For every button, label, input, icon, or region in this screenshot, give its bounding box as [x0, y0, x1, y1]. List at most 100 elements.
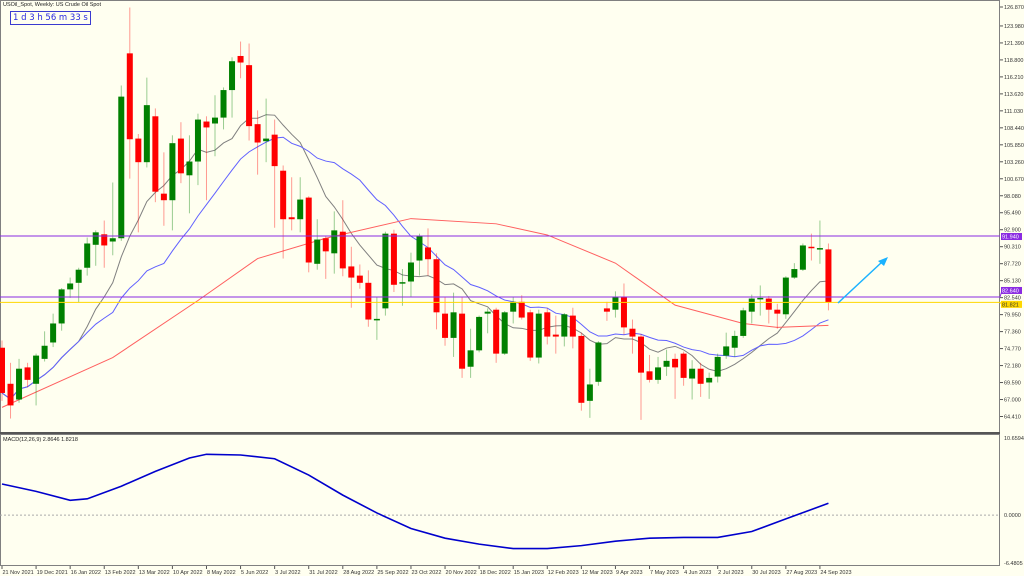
candle-bear: [680, 351, 687, 386]
date-tick-label: 28 Aug 2022: [343, 570, 374, 576]
candle-body: [638, 336, 644, 373]
candle-bear: [629, 319, 636, 354]
candle-body: [407, 262, 414, 282]
candle-bear: [825, 243, 832, 311]
hline-price-label: 91.940: [1002, 235, 1019, 241]
candle-body: [723, 346, 730, 356]
candle-bear: [620, 283, 627, 335]
candle-bull: [143, 77, 150, 168]
candle-body: [595, 342, 602, 382]
candle-body: [501, 312, 508, 354]
candle-body: [544, 312, 551, 337]
trend-arrow[interactable]: [837, 257, 888, 304]
candle-body: [229, 61, 236, 91]
macd-line: [1, 453, 829, 550]
candle-body: [169, 143, 176, 201]
date-tick-label: 7 May 2023: [650, 570, 679, 576]
candle-body: [399, 282, 406, 284]
price-tick-label: 98.080: [1004, 194, 1021, 200]
candle-bear: [126, 7, 133, 179]
date-tick-label: 25 Sep 2022: [377, 570, 408, 576]
price-tick-label: 90.310: [1004, 245, 1021, 251]
price-tick-label: 87.720: [1004, 262, 1021, 268]
price-tick-label: 67.000: [1004, 398, 1021, 404]
candle-body: [297, 199, 304, 220]
candle-bear: [203, 116, 210, 201]
candle-bear: [348, 246, 355, 308]
candle-bear: [24, 362, 31, 388]
candle-bear: [160, 152, 167, 226]
date-tick-label: 21 Nov 2021: [3, 570, 34, 576]
candle-body: [280, 170, 287, 220]
candle-body: [620, 297, 627, 328]
candle-bull: [561, 312, 568, 347]
candle-body: [331, 230, 338, 254]
candle-bull: [484, 308, 491, 334]
candle-bull: [297, 177, 304, 233]
candle-body: [416, 235, 423, 261]
candle-body: [126, 53, 133, 140]
candle-body: [586, 384, 593, 401]
ma-mid-line: [1, 136, 829, 400]
date-tick-label: 27 Aug 2023: [786, 570, 817, 576]
candle-body: [58, 289, 65, 324]
candle-body: [731, 335, 738, 348]
candle-body: [356, 275, 363, 283]
candle-body: [672, 358, 679, 368]
candle-bull: [67, 277, 74, 298]
candle-bull: [714, 353, 721, 383]
date-tick-label: 4 Jun 2023: [684, 570, 711, 576]
date-tick-label: 19 Dec 2021: [37, 570, 68, 576]
candle-bear: [493, 307, 500, 363]
candle-bull: [118, 85, 125, 241]
date-tick-label: 16 Jan 2022: [71, 570, 101, 576]
candle-body: [459, 313, 466, 369]
price-tick-label: 105.850: [1004, 143, 1024, 149]
candle-bull: [450, 292, 457, 357]
price-tick-label: 116.210: [1004, 75, 1023, 81]
macd-panel-frame: [0, 434, 1000, 566]
date-tick-label: 24 Sep 2023: [820, 570, 851, 576]
candle-bull: [407, 252, 414, 298]
candle-bear: [177, 122, 184, 184]
candle-bull: [689, 360, 696, 400]
candle-body: [160, 193, 167, 201]
date-tick-label: 13 Feb 2022: [105, 570, 136, 576]
candle-bull: [748, 294, 755, 324]
candle-body: [177, 138, 184, 174]
price-tick-label: 77.360: [1004, 330, 1021, 336]
candle-bull: [663, 349, 670, 376]
candle-body: [697, 368, 704, 384]
macd-tick-label: 0.0000: [1004, 513, 1021, 519]
candle-body: [816, 248, 823, 250]
price-tick-label: 123.980: [1004, 24, 1024, 30]
macd-label: MACD(12,26,9) 2.8646 1.8218: [3, 437, 78, 443]
price-tick-label: 103.260: [1004, 160, 1024, 166]
candle-bear: [101, 220, 108, 268]
horizontal-lines: 91.940 82.640 81.821: [0, 233, 1022, 308]
candle-bear: [135, 133, 142, 233]
candle-bull: [314, 219, 321, 270]
candle-bear: [578, 332, 585, 411]
candle-body: [689, 368, 696, 379]
candle-body: [561, 314, 568, 337]
candle-bear: [305, 196, 312, 273]
candle-body: [339, 231, 346, 269]
candle-bull: [263, 98, 270, 163]
candle-body: [510, 301, 517, 312]
candle-bull: [169, 135, 176, 231]
candle-body: [740, 310, 747, 336]
candle-body: [203, 121, 210, 128]
candle-bull: [373, 297, 380, 340]
price-tick-label: 113.620: [1004, 92, 1023, 98]
date-tick-label: 12 Feb 2023: [548, 570, 579, 576]
date-tick-label: 2 Jul 2023: [718, 570, 743, 576]
candle-body: [314, 239, 321, 264]
candle-body: [748, 298, 755, 312]
candle-bear: [638, 333, 644, 420]
candle-bull: [791, 263, 798, 279]
candle-body: [467, 350, 474, 367]
candle-bear: [544, 308, 551, 345]
